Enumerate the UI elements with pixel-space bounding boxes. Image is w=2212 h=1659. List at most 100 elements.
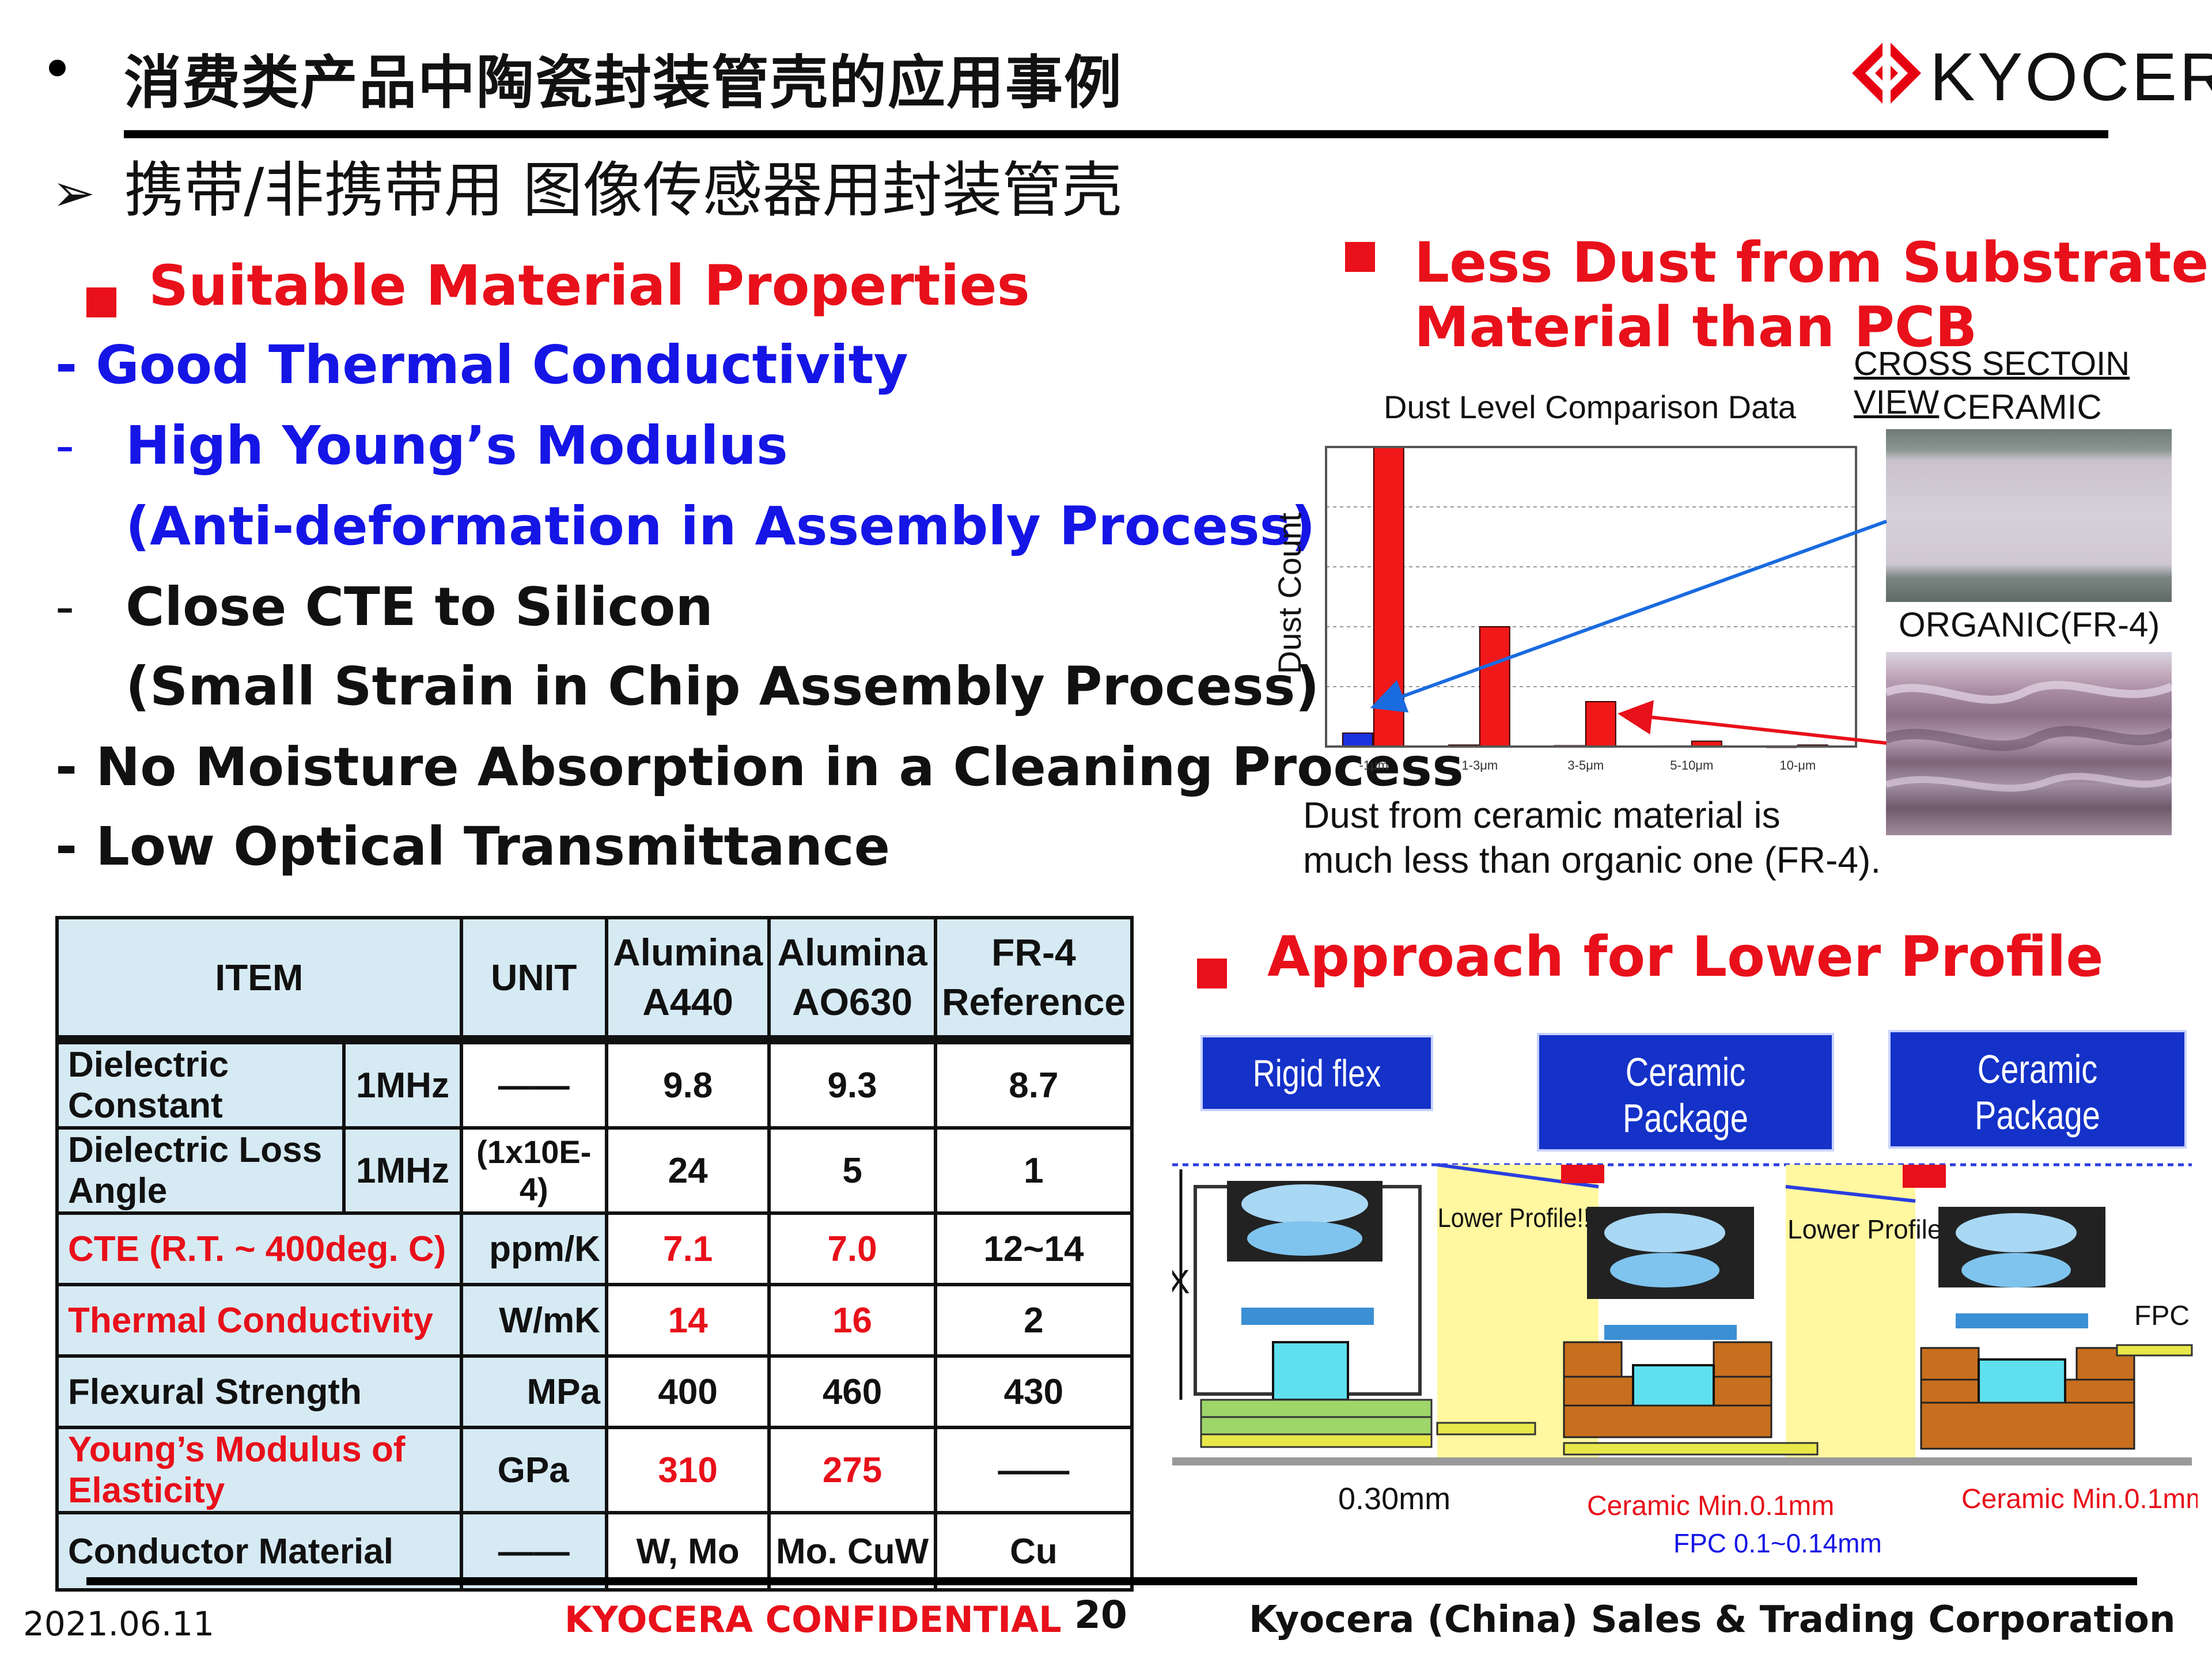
kyocera-logo-icon xyxy=(1852,36,1921,111)
ceramic-label: CERAMIC xyxy=(1942,388,2102,426)
dust-caption-line2: much less than organic one (FR-4). xyxy=(1303,839,1881,881)
fpc-label: FPC xyxy=(2134,1301,2190,1331)
chart-bar xyxy=(1479,626,1510,747)
ground-hatch xyxy=(1172,1457,2192,1465)
subtitle: ➢ 携带/非携带用 图像传感器用封装管壳 xyxy=(52,141,1122,228)
cross-section-title: CROSS SECTOIN VIEW xyxy=(1854,345,2130,421)
header-a440-line2: A440 xyxy=(642,980,734,1023)
lower-profile-band-2 xyxy=(1786,1165,1915,1463)
material-spec-table: ITEM UNIT Alumina A440 Alumina AO630 FR-… xyxy=(55,916,1134,1592)
kyocera-logo: KYOCERa xyxy=(1849,36,2212,115)
ceramic-min-label-1: Ceramic Min.0.1mm xyxy=(1587,1491,1834,1521)
prop-optical: - Low Optical Transmittance xyxy=(55,816,891,877)
footer-corporation: Kyocera (China) Sales & Trading Corporat… xyxy=(1249,1599,2176,1641)
row-a630: Mo. CuW xyxy=(767,1511,937,1592)
row-item: CTE (R.T. ~ 400deg. C) xyxy=(55,1211,463,1286)
chart-x-ticks: -1μm 1-3μm 3-5μm 5-10μm 10-μm xyxy=(1359,758,1816,772)
red-marker-1 xyxy=(1561,1165,1604,1183)
ceramic-top-sublabel: (Top mounted FPC) xyxy=(1937,1145,2138,1177)
organic-texture xyxy=(1886,681,2172,792)
table-row: Thermal Conductivity W/mK 14 16 2 xyxy=(55,1283,1134,1358)
row-a630: 5 xyxy=(767,1126,937,1215)
row-fr4: 2 xyxy=(933,1283,1134,1358)
rigid-flex-box: Rigid flex xyxy=(1200,1035,1433,1111)
ceramic-top-module xyxy=(1920,1207,2193,1450)
lower-profile-diagram: X Lower Profile!! Lower Profile!! xyxy=(1172,1163,2198,1558)
table-row: CTE (R.T. ~ 400deg. C) ppm/K 7.1 7.0 12~… xyxy=(55,1211,1134,1286)
ceramic-top-fpc-box: Ceramic Package (Top mounted FPC) xyxy=(1888,1030,2187,1177)
rigid-flex-module xyxy=(1194,1181,1536,1448)
profile-heading-text: Approach for Lower Profile xyxy=(1267,925,2104,989)
row-unit: GPa xyxy=(459,1426,608,1514)
subtitle-arrow-icon: ➢ xyxy=(52,163,96,224)
ceramic-bottom-fpc-box: Ceramic Package (Bottom mounted FPC) xyxy=(1537,1033,1834,1213)
footer-divider xyxy=(86,1577,2137,1585)
chart-x-tick-label: 10-μm xyxy=(1779,758,1816,772)
title-divider xyxy=(124,130,2108,138)
dust-arrows xyxy=(1370,520,1888,745)
organic-cross-section-image xyxy=(1886,652,2172,835)
dust-caption-line1: Dust from ceramic material is xyxy=(1303,794,1781,836)
row-a630: 275 xyxy=(767,1426,937,1514)
page-number: 20 xyxy=(1074,1593,1127,1637)
lower-profile-label-2: Lower Profile!! xyxy=(1787,1214,1957,1244)
ceramic-top-label: Ceramic Package xyxy=(1975,1047,2100,1138)
row-a630: 7.0 xyxy=(767,1211,937,1286)
red-square-bullet-icon xyxy=(1197,958,1227,988)
red-square-bullet-icon xyxy=(86,287,116,317)
subtitle-text: 携带/非携带用 图像传感器用封装管壳 xyxy=(124,155,1122,225)
row-fr4: 430 xyxy=(933,1354,1134,1429)
header-a630-line2: AO630 xyxy=(791,980,913,1023)
row-item: Young’s Modulus of Elasticity xyxy=(55,1426,463,1514)
prop-youngs: High Young’s Modulus xyxy=(126,415,788,476)
profile-slope-2 xyxy=(1785,1185,1916,1203)
row-condition: 1MHz xyxy=(342,1126,463,1215)
properties-heading-text: Suitable Material Properties xyxy=(149,253,1030,318)
prop-dash-2: - xyxy=(55,576,75,638)
row-unit: W/mK xyxy=(459,1283,608,1358)
prop-cte-note: (Small Strain in Chip Assembly Process) xyxy=(126,656,1320,717)
row-a630: 16 xyxy=(767,1283,937,1358)
row-fr4: 1 xyxy=(933,1126,1134,1215)
dust-heading-line1: Less Dust from Substrate xyxy=(1414,230,2209,295)
ceramic-bottom-label: Ceramic Package xyxy=(1623,1050,1748,1141)
row-item: Flexural Strength xyxy=(55,1354,463,1429)
chart-x-tick-label: -1μm xyxy=(1359,758,1389,772)
row-fr4: 12~14 xyxy=(933,1211,1134,1286)
rigid-flex-label: Rigid flex xyxy=(1252,1052,1381,1094)
row-a440: 24 xyxy=(604,1126,771,1215)
row-fr4: 8.7 xyxy=(933,1038,1134,1130)
row-a440: 310 xyxy=(604,1426,771,1514)
header-unit: UNIT xyxy=(459,916,608,1044)
ceramic-bottom-module xyxy=(1563,1207,1819,1456)
row-a440: 14 xyxy=(604,1283,771,1358)
row-a440: 7.1 xyxy=(604,1211,771,1286)
header-alumina-ao630: Alumina AO630 xyxy=(767,916,937,1044)
chart-x-tick-label: 5-10μm xyxy=(1670,758,1713,772)
ceramic-cross-section-image xyxy=(1886,429,2172,602)
table-row: Dielectric Constant 1MHz —— 9.8 9.3 8.7 xyxy=(55,1038,1134,1130)
header-fr4-line1: FR-4 xyxy=(991,930,1076,974)
table-header-row: ITEM UNIT Alumina A440 Alumina AO630 FR-… xyxy=(55,916,1134,1044)
footer-confidential: KYOCERA CONFIDENTIAL xyxy=(565,1599,1062,1641)
row-a440: 400 xyxy=(604,1354,771,1429)
table-row: Dielectric Loss Angle 1MHz (1x10E-4) 24 … xyxy=(55,1126,1134,1215)
row-item: Thermal Conductivity xyxy=(55,1283,463,1358)
chart-title: Dust Level Comparison Data xyxy=(1384,389,1797,425)
row-unit: ppm/K xyxy=(459,1211,608,1286)
row-unit: (1x10E-4) xyxy=(459,1126,608,1215)
row-fr4: —— xyxy=(933,1426,1134,1514)
prop-cte: Close CTE to Silicon xyxy=(126,576,713,638)
table-row: Conductor Material —— W, Mo Mo. CuW Cu xyxy=(55,1511,1134,1592)
red-marker-2 xyxy=(1903,1165,1946,1188)
prop-dash-1: - xyxy=(55,415,75,476)
chart-y-axis-label: Dust Count xyxy=(1271,512,1308,674)
row-item: Dielectric Constant xyxy=(55,1038,346,1130)
prop-moisture: - No Moisture Absorption in a Cleaning P… xyxy=(55,736,1464,798)
row-unit: —— xyxy=(459,1038,608,1130)
chart-x-tick-label: 3-5μm xyxy=(1567,758,1604,772)
lower-profile-band-1 xyxy=(1437,1165,1599,1463)
lower-profile-label-1: Lower Profile!! xyxy=(1438,1203,1590,1233)
properties-heading: Suitable Material Properties xyxy=(86,253,1030,318)
header-a440-line1: Alumina xyxy=(612,930,763,974)
